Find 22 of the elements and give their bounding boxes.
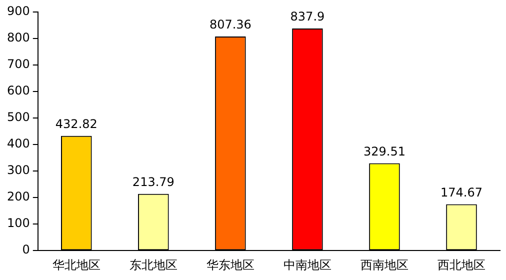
x-tick-label: 西北地区 bbox=[437, 258, 486, 272]
data-label: 837.9 bbox=[290, 10, 325, 24]
x-tick-label: 华东地区 bbox=[206, 258, 254, 272]
x-tick-label: 西南地区 bbox=[360, 258, 408, 272]
y-tick-label: 800 bbox=[7, 30, 30, 45]
x-tick-label: 华北地区 bbox=[52, 258, 100, 272]
y-tick-label: 900 bbox=[7, 4, 30, 18]
y-tick-label: 500 bbox=[7, 110, 30, 124]
data-label: 213.79 bbox=[132, 175, 174, 190]
data-label: 329.51 bbox=[363, 144, 406, 158]
data-label: 174.67 bbox=[440, 185, 482, 200]
x-tick-label: 东北地区 bbox=[129, 258, 178, 272]
x-tick-label: 中南地区 bbox=[283, 258, 332, 272]
data-label: 807.36 bbox=[209, 18, 252, 32]
y-tick-label: 100 bbox=[7, 216, 30, 230]
y-tick-label: 600 bbox=[7, 84, 30, 98]
data-label: 432.82 bbox=[55, 116, 98, 131]
y-tick-label: 0 bbox=[22, 242, 30, 257]
y-tick-label: 400 bbox=[7, 136, 30, 151]
y-tick-label: 200 bbox=[7, 190, 30, 204]
y-tick-label: 300 bbox=[7, 163, 30, 178]
y-tick-label: 700 bbox=[7, 57, 30, 72]
